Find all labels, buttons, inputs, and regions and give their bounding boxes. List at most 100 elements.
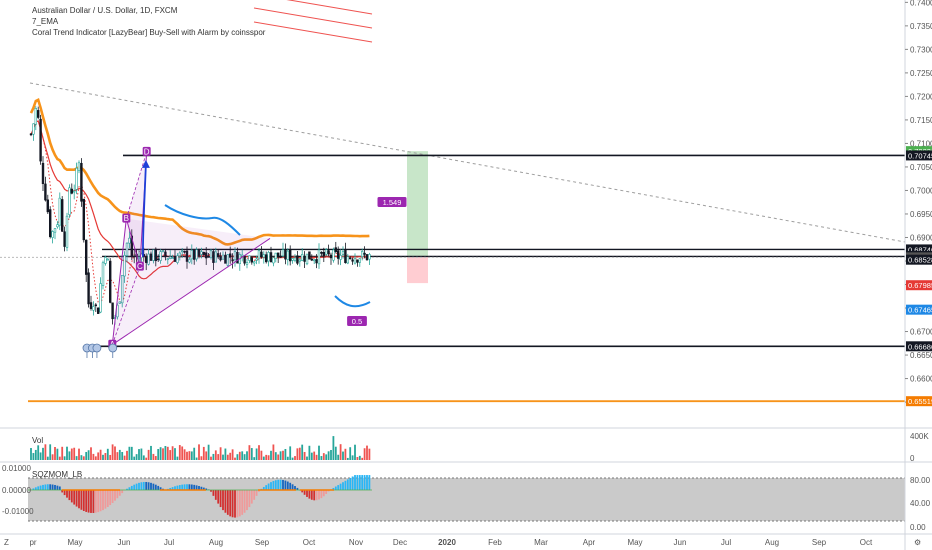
candle-body xyxy=(368,254,371,260)
sqzmom-bar xyxy=(250,490,253,504)
candle-body xyxy=(332,249,335,261)
volume-bar xyxy=(210,456,212,460)
sqzmom-bar xyxy=(87,490,90,513)
sqzmom-bar xyxy=(262,486,265,490)
risk-reward-zones xyxy=(407,151,428,284)
sqzmom-bar xyxy=(61,490,64,493)
candle-body xyxy=(34,108,38,125)
sqzmom-bar xyxy=(282,479,284,490)
candle-body xyxy=(137,256,141,259)
sqzmom-bar xyxy=(294,486,296,490)
coral-indicator-label[interactable]: Coral Trend Indicator [LazyBear] Buy-Sel… xyxy=(32,28,266,37)
price-tag-label: 0.67985 xyxy=(908,281,932,290)
price-tick-label: 0.69000 xyxy=(910,233,932,242)
dashed-trendline xyxy=(29,82,906,243)
candle-body xyxy=(286,250,289,260)
volume-bar xyxy=(274,452,277,460)
candle-body xyxy=(217,253,220,258)
volume-label[interactable]: Vol xyxy=(32,436,44,445)
volume-bar xyxy=(277,454,280,460)
time-tick-label: Jul xyxy=(721,538,731,547)
volume-bar xyxy=(262,456,265,460)
volume-bar xyxy=(164,446,167,460)
sqzmom-bar xyxy=(325,490,328,495)
volume-bar xyxy=(246,451,248,460)
volume-bar xyxy=(294,456,296,460)
price-tag-box xyxy=(906,244,932,255)
candle-body xyxy=(363,252,366,255)
sqzmom-bar xyxy=(368,475,371,490)
candle-body xyxy=(207,256,210,258)
sqzmom-bar xyxy=(82,490,85,511)
candle-body xyxy=(46,199,50,213)
volume-bar xyxy=(154,456,157,460)
candle-body xyxy=(274,252,277,259)
sqzmom-bar xyxy=(178,485,181,490)
volume-bar xyxy=(195,457,198,460)
volume-bar xyxy=(39,452,42,460)
candle-body xyxy=(161,250,165,253)
sqzmom-bar xyxy=(344,480,347,490)
sqzmom-bar xyxy=(234,490,236,518)
sqzmom-bar xyxy=(181,484,184,490)
volume-bar xyxy=(349,447,352,460)
candle-body xyxy=(188,259,191,263)
sqzmom-bar xyxy=(56,485,59,490)
sqzmom-bar xyxy=(46,484,49,490)
pattern-point-badge xyxy=(142,146,151,156)
volume-bar xyxy=(248,445,251,460)
trend-lines xyxy=(29,0,906,243)
red-moving-average xyxy=(30,120,370,280)
volume-bar xyxy=(166,446,169,460)
candle-body xyxy=(269,252,273,263)
sqzmom-bar xyxy=(346,479,349,490)
sqzmom-bar xyxy=(85,490,88,512)
price-tick-label: 0.71000 xyxy=(910,139,932,148)
ema-label[interactable]: 7_EMA xyxy=(32,17,59,26)
volume-bar xyxy=(198,444,200,460)
sqzmom-tick-label: -0.01000 xyxy=(2,507,34,516)
volume-bar xyxy=(255,448,258,460)
volume-bar xyxy=(121,451,124,460)
candle-body xyxy=(63,231,66,247)
candle-body xyxy=(205,252,208,259)
sqzmom-label[interactable]: SQZMOM_LB xyxy=(32,470,83,479)
candle-body xyxy=(92,306,95,311)
volume-bar xyxy=(190,451,193,460)
volume-bar xyxy=(270,450,272,460)
sqzmom-bar xyxy=(306,490,308,497)
candle-body xyxy=(229,253,232,258)
sqzmom-bar xyxy=(198,486,200,490)
volume-bar xyxy=(334,446,337,460)
candle-body xyxy=(312,259,316,262)
volume-bar xyxy=(34,449,37,460)
sqzmom-bar xyxy=(366,475,368,490)
symbol-title[interactable]: Australian Dollar / U.S. Dollar, 1D, FXC… xyxy=(32,6,178,15)
price-tick-label: 0.67000 xyxy=(910,328,932,337)
volume-bar xyxy=(82,456,85,460)
stop-zone xyxy=(407,255,428,284)
sqzmom-bar xyxy=(42,484,44,490)
candle-body xyxy=(183,250,186,253)
sqzmom-bar xyxy=(54,484,56,490)
sqzmom-bar xyxy=(133,484,136,490)
volume-bar xyxy=(327,451,330,460)
candle-body xyxy=(334,247,337,252)
candle-body xyxy=(202,251,205,256)
price-tag-label: 0.67465 xyxy=(908,306,932,315)
sqzmom-bar xyxy=(320,490,323,499)
sqzmom-right-tick-label: 80.00 xyxy=(910,476,931,485)
sqzmom-bar xyxy=(130,485,133,490)
volume-bar xyxy=(169,450,172,460)
volume-bars xyxy=(30,436,371,460)
price-tick-label: 0.72000 xyxy=(910,92,932,101)
candle-body xyxy=(197,249,201,256)
volume-bar xyxy=(236,454,239,460)
volume-bar xyxy=(315,454,318,460)
volume-bar xyxy=(104,453,107,460)
volume-bar xyxy=(282,450,284,460)
sqzmom-right-tick-label: 0.00 xyxy=(910,523,926,532)
volume-bar xyxy=(162,448,164,460)
candle-body xyxy=(193,249,196,260)
